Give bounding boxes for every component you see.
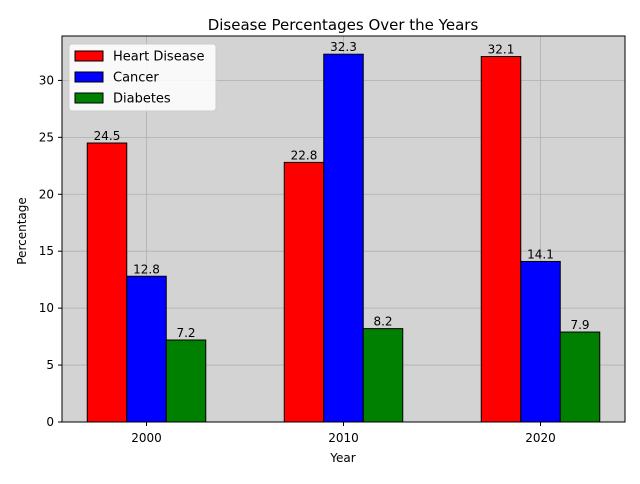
x-axis: 2000 2010 2020: [131, 422, 556, 445]
data-label: 14.1: [527, 247, 554, 261]
y-axis: 0 5 10 15 20 25 30: [39, 73, 62, 429]
data-label: 12.8: [133, 262, 160, 276]
bar[interactable]: [559, 331, 601, 423]
bar[interactable]: [165, 339, 207, 423]
legend-label: Heart Disease: [113, 50, 204, 65]
data-label: 32.3: [330, 40, 357, 54]
legend-swatch: [74, 92, 104, 104]
data-label: 7.9: [570, 318, 589, 332]
x-axis-label: Year: [329, 451, 355, 465]
data-label: 8.2: [373, 315, 392, 329]
bar[interactable]: [323, 53, 364, 423]
x-tick-label: 2010: [328, 431, 359, 445]
legend-swatch: [74, 50, 104, 62]
legend-swatch: [74, 71, 104, 83]
y-tick-label: 5: [46, 358, 54, 372]
data-label: 32.1: [488, 42, 515, 56]
data-label: 24.5: [94, 129, 121, 143]
y-tick-label: 0: [46, 415, 54, 429]
legend: Heart Disease Cancer Diabetes: [68, 43, 217, 112]
y-axis-label: Percentage: [15, 197, 29, 265]
x-tick-label: 2000: [131, 431, 162, 445]
bar[interactable]: [86, 142, 128, 423]
bar[interactable]: [362, 328, 404, 423]
bar[interactable]: [520, 260, 561, 423]
y-tick-label: 25: [39, 130, 54, 144]
bar[interactable]: [126, 275, 167, 423]
data-label: 7.2: [176, 326, 195, 340]
y-tick-label: 20: [39, 187, 54, 201]
legend-label: Diabetes: [113, 92, 171, 107]
chart-title: Disease Percentages Over the Years: [208, 16, 479, 34]
legend-label: Cancer: [113, 71, 159, 86]
x-tick-label: 2020: [525, 431, 556, 445]
y-tick-label: 30: [39, 73, 54, 87]
y-tick-label: 15: [39, 244, 54, 258]
bar[interactable]: [480, 55, 522, 423]
data-labels: 24.5 22.8 32.1 12.8 32.3 14.1 7.2 8.2 7.9: [94, 40, 590, 340]
bar[interactable]: [283, 161, 325, 423]
legend-box: [68, 43, 217, 112]
y-tick-label: 10: [39, 301, 54, 315]
bars: [86, 53, 601, 423]
data-label: 22.8: [291, 148, 318, 162]
